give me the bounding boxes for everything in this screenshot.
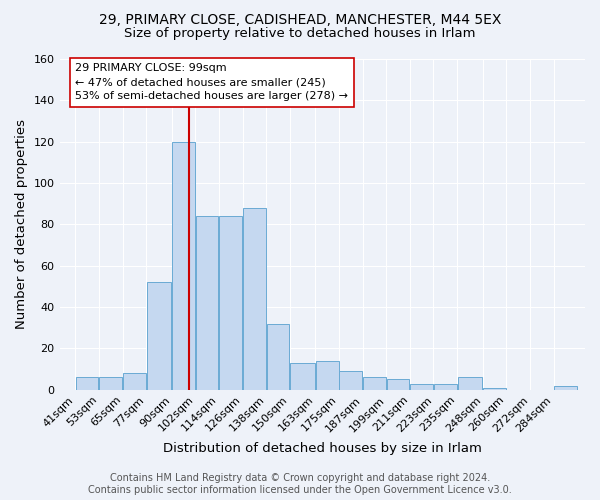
Bar [172,142,195,390]
Bar [340,371,362,390]
X-axis label: Distribution of detached houses by size in Irlam: Distribution of detached houses by size … [163,442,482,455]
Bar [554,386,577,390]
Text: 29, PRIMARY CLOSE, CADISHEAD, MANCHESTER, M44 5EX: 29, PRIMARY CLOSE, CADISHEAD, MANCHESTER… [99,12,501,26]
Bar [196,216,218,390]
Bar [290,363,315,390]
Bar [100,378,122,390]
Bar [387,380,409,390]
Bar [316,361,338,390]
Bar [243,208,266,390]
Bar [483,388,506,390]
Bar [76,378,98,390]
Bar [123,374,146,390]
Bar [220,216,242,390]
Bar [410,384,433,390]
Bar [458,378,482,390]
Bar [434,384,457,390]
Text: 29 PRIMARY CLOSE: 99sqm
← 47% of detached houses are smaller (245)
53% of semi-d: 29 PRIMARY CLOSE: 99sqm ← 47% of detache… [75,63,348,101]
Text: Contains HM Land Registry data © Crown copyright and database right 2024.
Contai: Contains HM Land Registry data © Crown c… [88,474,512,495]
Bar [266,324,289,390]
Y-axis label: Number of detached properties: Number of detached properties [15,120,28,330]
Bar [146,282,171,390]
Bar [363,378,386,390]
Text: Size of property relative to detached houses in Irlam: Size of property relative to detached ho… [124,28,476,40]
